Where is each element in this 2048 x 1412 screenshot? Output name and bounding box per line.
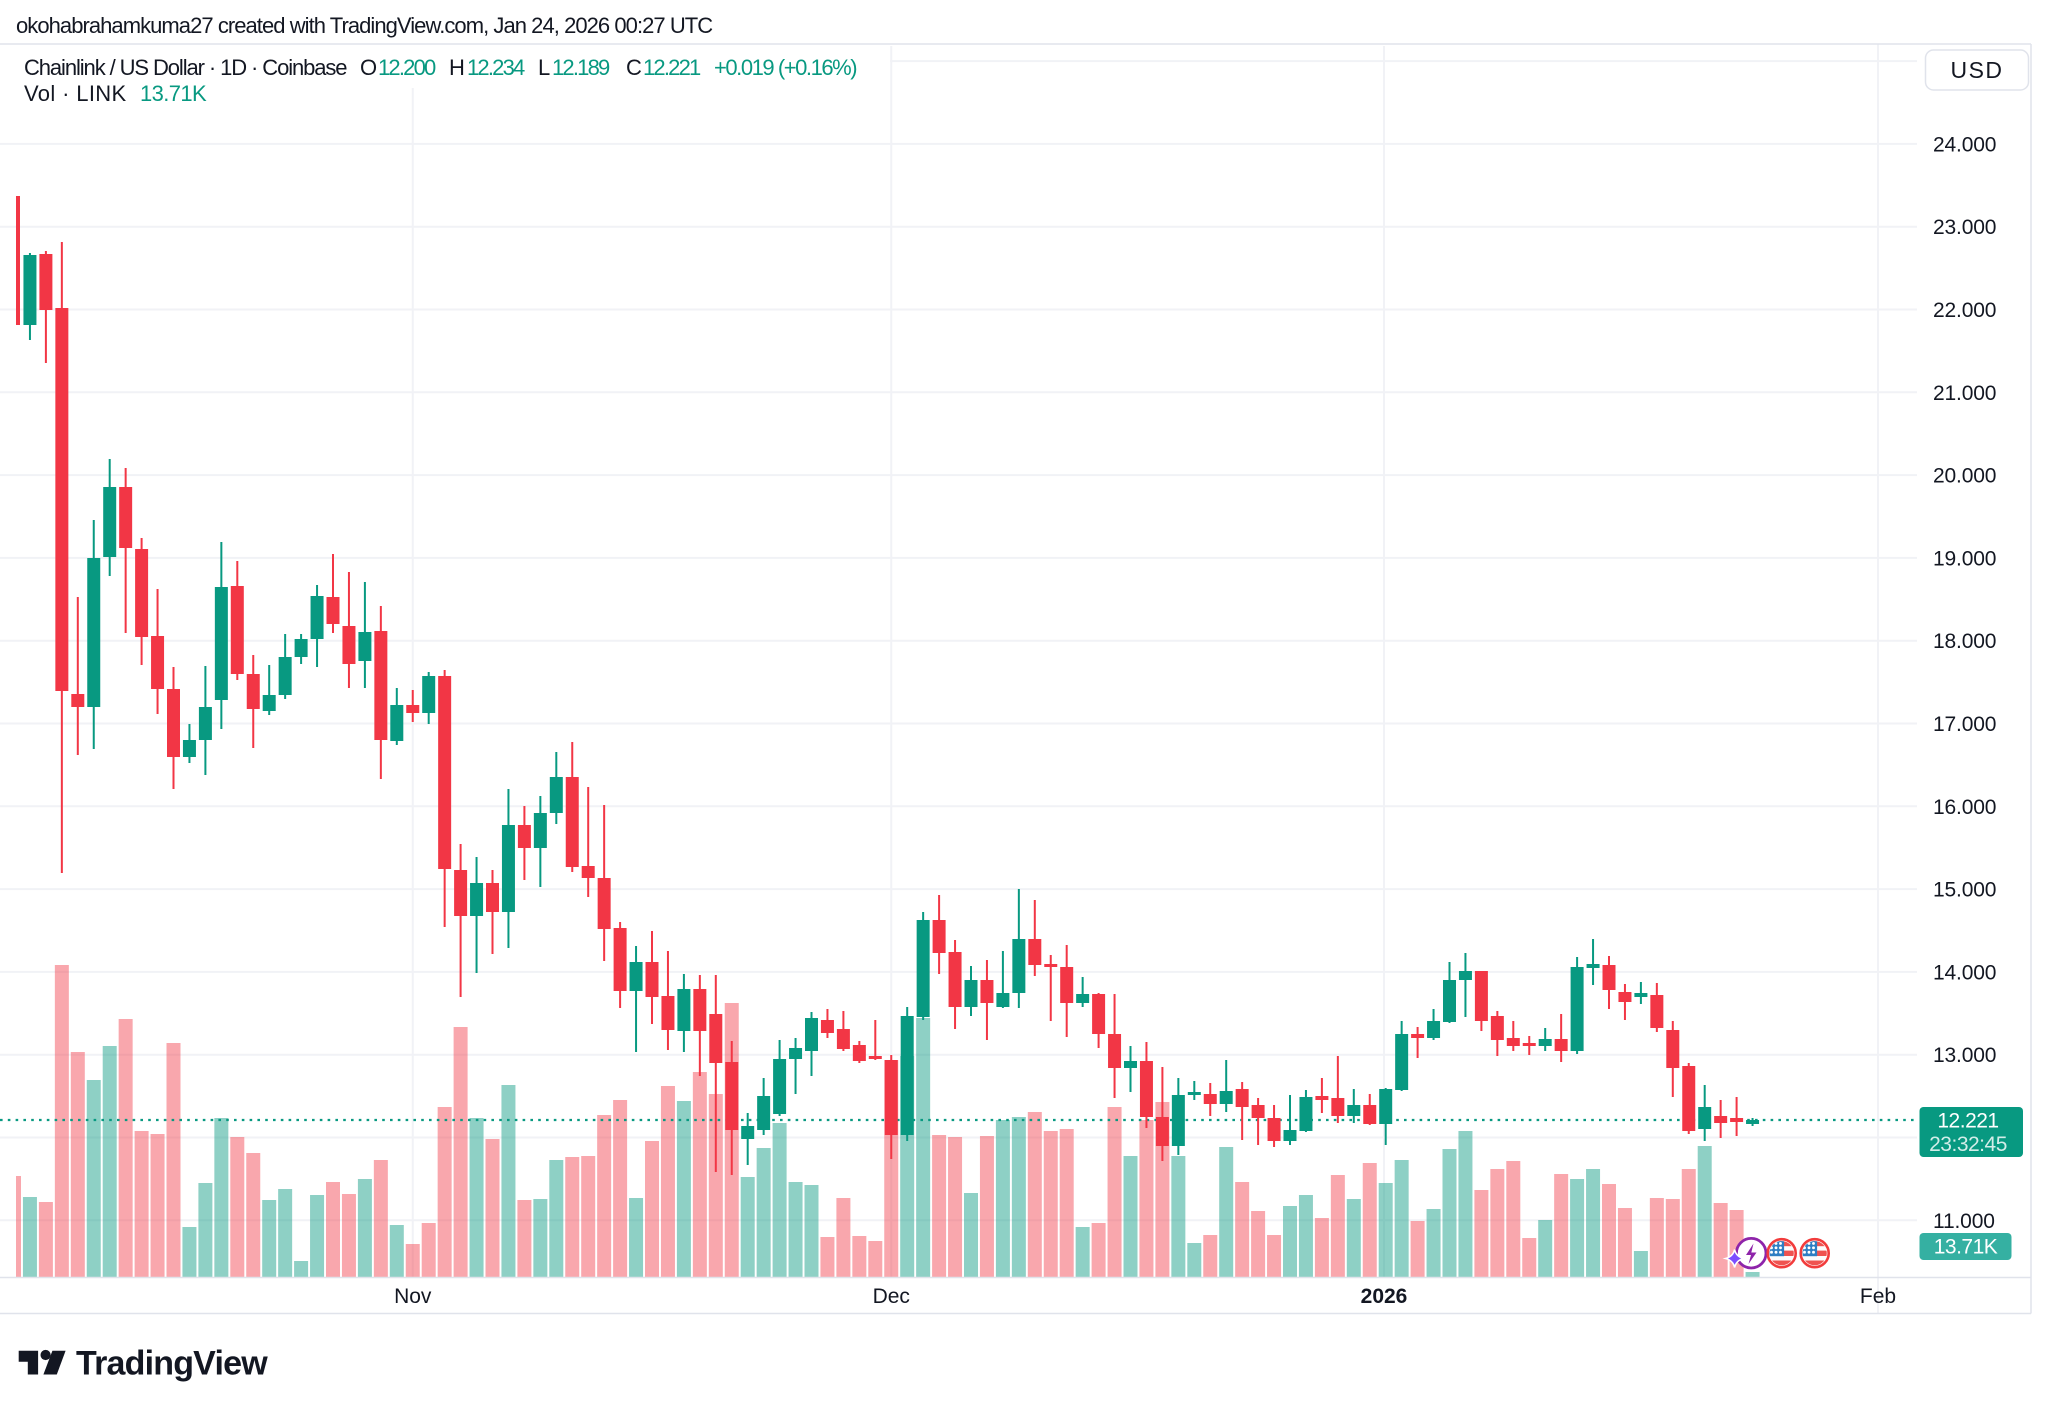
svg-text:2026: 2026 [1361,1285,1408,1308]
svg-text:H: H [449,55,465,80]
svg-text:C: C [626,55,642,80]
svg-text:15.000: 15.000 [1933,879,1996,902]
svg-text:14.000: 14.000 [1933,961,1996,984]
svg-text:17.000: 17.000 [1933,713,1996,736]
svg-text:13.71K: 13.71K [140,81,207,106]
svg-text:23:32:45: 23:32:45 [1929,1133,2007,1156]
svg-text:12.200: 12.200 [378,55,436,80]
svg-text:Vol · LINK: Vol · LINK [24,81,127,106]
svg-text:13.000: 13.000 [1933,1044,1996,1067]
svg-text:11.000: 11.000 [1933,1210,1995,1233]
svg-text:+0.019 (+0.16%): +0.019 (+0.16%) [714,55,856,80]
svg-text:12.221: 12.221 [643,55,701,80]
svg-text:Chainlink / US Dollar · 1D · C: Chainlink / US Dollar · 1D · Coinbase [24,55,347,80]
svg-text:O: O [360,55,377,80]
svg-text:18.000: 18.000 [1933,630,1996,653]
svg-text:24.000: 24.000 [1933,133,1996,156]
svg-text:16.000: 16.000 [1933,796,1996,819]
svg-text:12.189: 12.189 [552,55,610,80]
svg-text:13.71K: 13.71K [1934,1236,1998,1259]
svg-text:L: L [538,55,550,80]
svg-text:Dec: Dec [873,1285,910,1308]
svg-text:okohabrahamkuma27 created with: okohabrahamkuma27 created with TradingVi… [16,13,713,38]
svg-text:Feb: Feb [1860,1285,1896,1308]
svg-text:USD: USD [1950,57,2003,83]
svg-text:12.221: 12.221 [1937,1110,1998,1133]
svg-text:21.000: 21.000 [1933,382,1996,405]
svg-text:20.000: 20.000 [1933,465,1996,488]
svg-text:TradingView: TradingView [76,1345,268,1383]
svg-text:12.234: 12.234 [467,55,525,80]
svg-text:19.000: 19.000 [1933,547,1996,570]
svg-text:Nov: Nov [394,1285,432,1308]
svg-text:22.000: 22.000 [1933,299,1996,322]
svg-text:23.000: 23.000 [1933,216,1996,239]
